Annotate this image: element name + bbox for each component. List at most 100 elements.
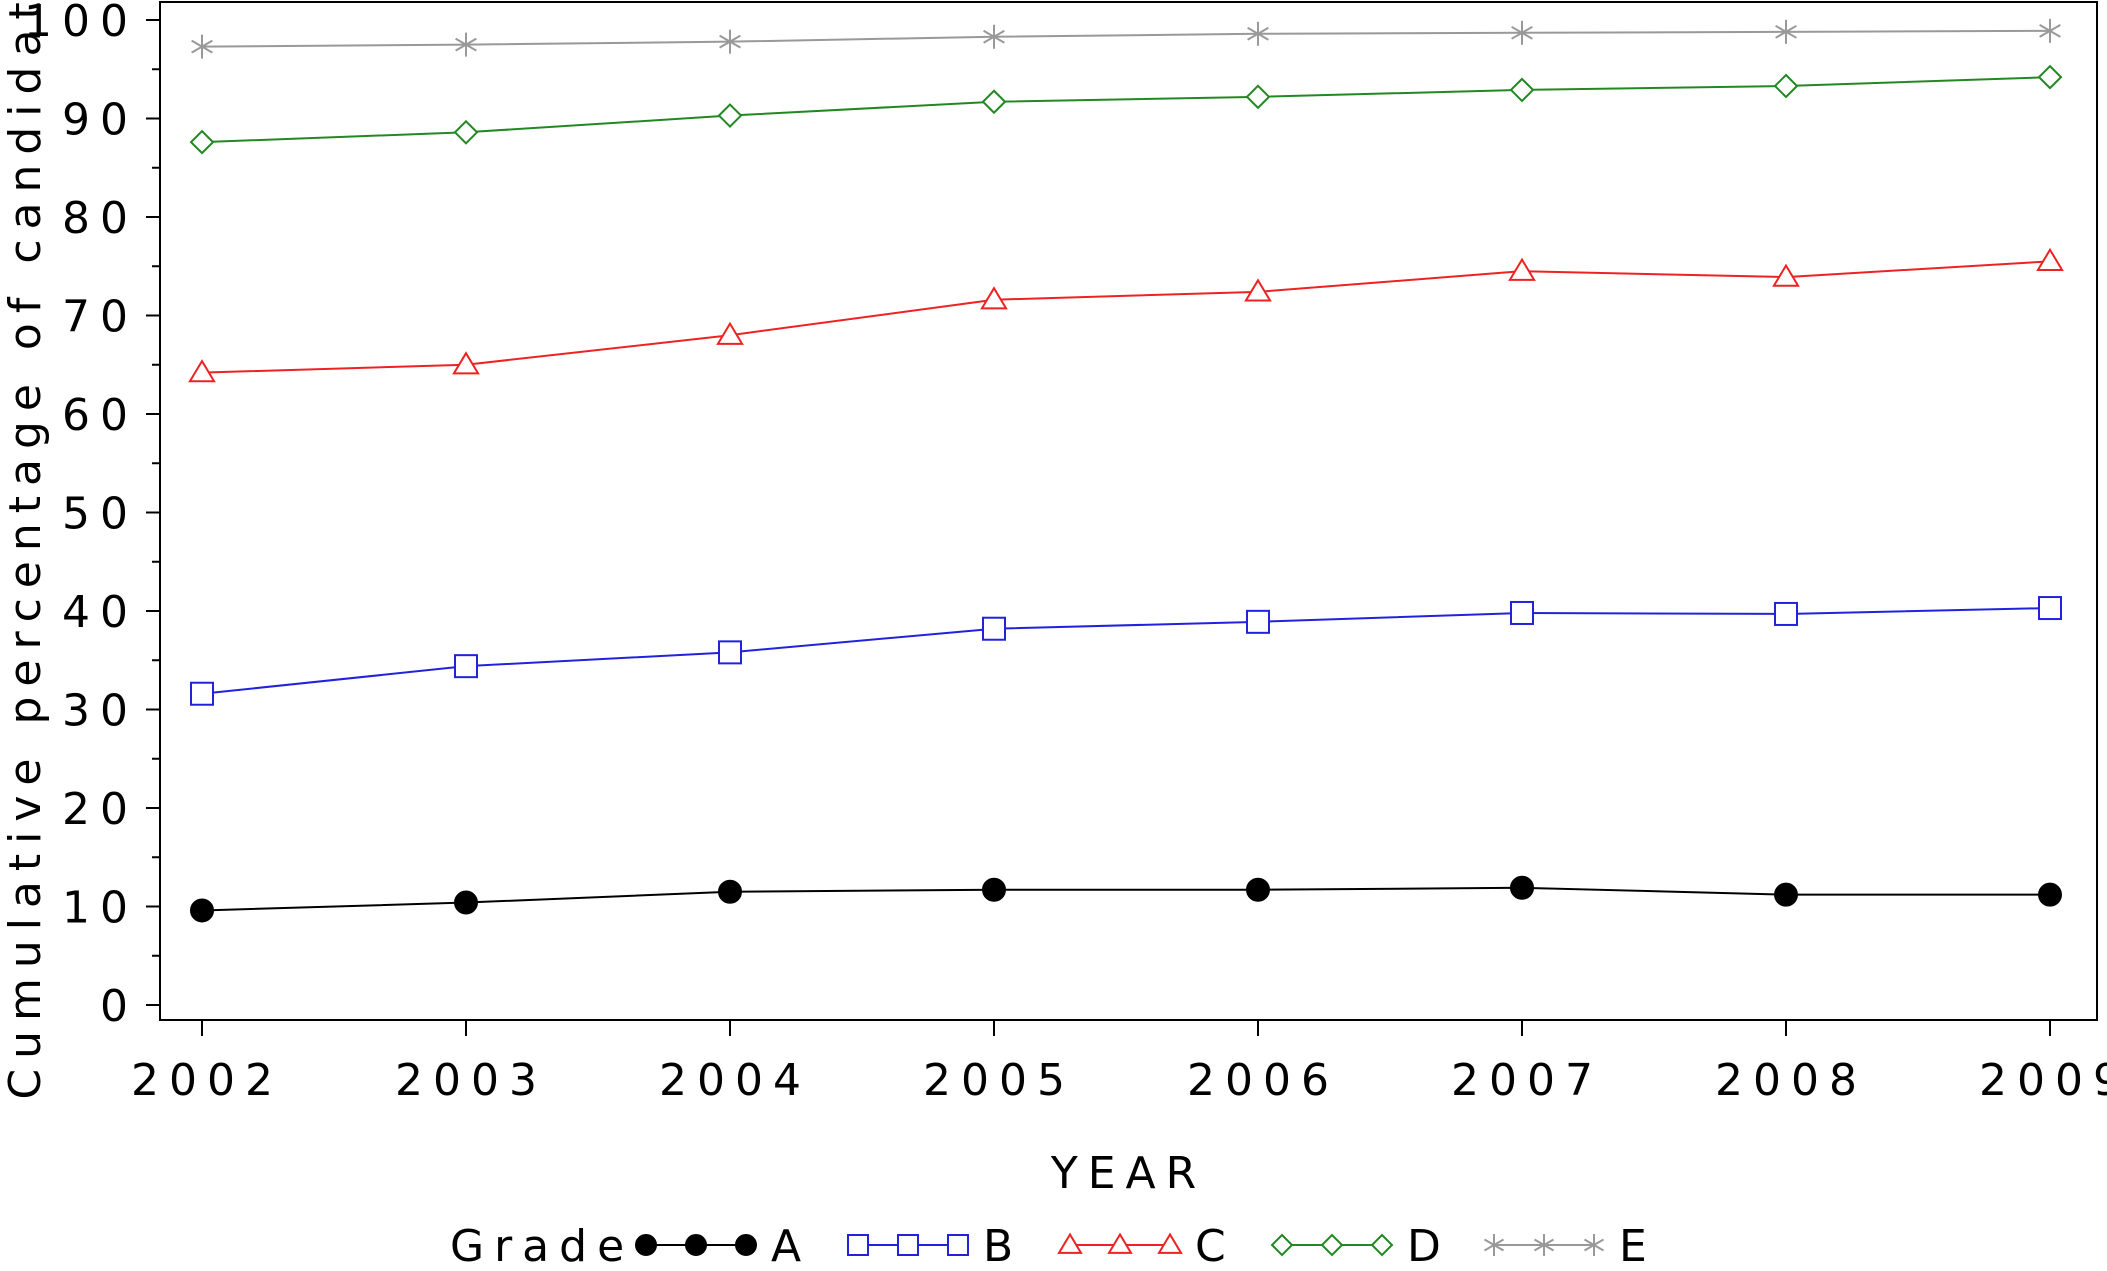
data-point bbox=[1245, 84, 1271, 110]
x-tick-label: 2006 bbox=[1187, 1055, 1339, 1106]
legend: Grade A B C D E bbox=[450, 1221, 1657, 1271]
data-point bbox=[1246, 877, 1270, 902]
data-point bbox=[980, 286, 1008, 310]
data-point bbox=[947, 1234, 969, 1256]
plot-frame bbox=[159, 1, 2098, 1021]
y-axis-title: Cumulative percentage of candidates bbox=[0, 0, 51, 1100]
data-point bbox=[2038, 882, 2062, 907]
data-point bbox=[685, 1234, 707, 1256]
y-tick-label: 40 bbox=[62, 587, 138, 638]
data-point bbox=[2036, 247, 2064, 271]
data-point bbox=[190, 681, 214, 706]
data-point bbox=[2037, 64, 2063, 90]
data-point bbox=[1370, 1233, 1394, 1257]
data-point bbox=[1775, 19, 1797, 44]
series-d bbox=[189, 64, 2063, 155]
data-point bbox=[719, 29, 741, 54]
data-point bbox=[1509, 77, 1535, 103]
x-axis: 2002 2003 2004 2005 2006 2007 2008 2009 bbox=[131, 1020, 2107, 1106]
series-a bbox=[190, 875, 2062, 923]
data-point bbox=[1246, 609, 1270, 634]
data-point bbox=[1774, 601, 1798, 626]
data-point bbox=[452, 351, 480, 375]
legend-item-e: E bbox=[1483, 1221, 1657, 1271]
series-line bbox=[201, 260, 2051, 374]
y-tick-label: 70 bbox=[62, 292, 138, 343]
y-tick-label: 10 bbox=[62, 883, 138, 934]
legend-item-b: B bbox=[847, 1221, 1023, 1271]
data-point bbox=[716, 321, 744, 345]
data-point bbox=[1510, 875, 1534, 900]
data-point bbox=[982, 616, 1006, 641]
series-c bbox=[188, 247, 2064, 383]
y-tick-label: 30 bbox=[62, 686, 138, 737]
data-point bbox=[2039, 18, 2061, 43]
data-point bbox=[897, 1234, 919, 1256]
x-tick-label: 2002 bbox=[131, 1055, 283, 1106]
plot-area bbox=[159, 1, 2098, 1021]
legend-label: B bbox=[983, 1221, 1023, 1271]
series-line bbox=[201, 886, 2050, 912]
data-point bbox=[188, 359, 216, 383]
data-point bbox=[1772, 263, 1800, 287]
series-layer bbox=[188, 18, 2064, 923]
data-point bbox=[1583, 1234, 1605, 1256]
x-axis-title: YEAR bbox=[1050, 1148, 1206, 1199]
data-point bbox=[735, 1234, 757, 1256]
y-tick-label: 50 bbox=[62, 489, 138, 540]
data-point bbox=[717, 103, 743, 128]
data-point bbox=[1107, 1232, 1133, 1254]
data-point bbox=[454, 654, 478, 679]
legend-label: A bbox=[771, 1221, 811, 1271]
legend-label: E bbox=[1619, 1221, 1657, 1271]
data-point bbox=[1247, 21, 1269, 46]
legend-title: Grade bbox=[450, 1221, 634, 1271]
data-point bbox=[2038, 596, 2062, 621]
data-point bbox=[983, 24, 1005, 49]
y-tick-label: 0 bbox=[100, 981, 138, 1032]
legend-item-a: A bbox=[635, 1221, 811, 1271]
data-point bbox=[1773, 73, 1799, 99]
data-point bbox=[191, 34, 213, 59]
y-tick-label: 20 bbox=[62, 784, 138, 835]
data-point bbox=[453, 119, 479, 145]
x-tick-label: 2007 bbox=[1451, 1055, 1603, 1106]
data-point bbox=[1774, 882, 1798, 907]
legend-label: C bbox=[1195, 1221, 1236, 1271]
y-tick-label: 80 bbox=[62, 193, 138, 244]
data-point bbox=[1270, 1233, 1294, 1257]
y-tick-label: 60 bbox=[62, 390, 138, 441]
data-point bbox=[189, 129, 215, 155]
legend-item-d: D bbox=[1270, 1221, 1451, 1271]
data-point bbox=[455, 32, 477, 57]
x-tick-label: 2003 bbox=[395, 1055, 547, 1106]
x-tick-label: 2008 bbox=[1715, 1055, 1867, 1106]
series-b bbox=[190, 596, 2062, 706]
x-tick-label: 2009 bbox=[1979, 1055, 2107, 1106]
data-point bbox=[1057, 1232, 1083, 1254]
data-point bbox=[981, 89, 1007, 115]
data-point bbox=[1508, 257, 1536, 281]
data-point bbox=[635, 1234, 657, 1256]
series-line bbox=[201, 607, 2051, 695]
series-line bbox=[201, 29, 2051, 48]
data-point bbox=[1511, 20, 1533, 45]
data-point bbox=[1533, 1234, 1555, 1256]
x-tick-label: 2004 bbox=[659, 1055, 811, 1106]
series-e bbox=[191, 18, 2061, 59]
data-point bbox=[982, 877, 1006, 902]
data-point bbox=[718, 879, 742, 904]
data-point bbox=[718, 640, 742, 665]
legend-label: D bbox=[1407, 1221, 1451, 1271]
data-point bbox=[1244, 278, 1272, 302]
series-line bbox=[201, 76, 2051, 144]
data-point bbox=[1157, 1232, 1183, 1254]
data-point bbox=[1320, 1233, 1344, 1257]
y-tick-label: 90 bbox=[62, 95, 138, 146]
data-point bbox=[454, 890, 478, 915]
data-point bbox=[1483, 1234, 1505, 1256]
data-point bbox=[190, 898, 214, 923]
x-tick-label: 2005 bbox=[923, 1055, 1075, 1106]
data-point bbox=[847, 1234, 869, 1256]
